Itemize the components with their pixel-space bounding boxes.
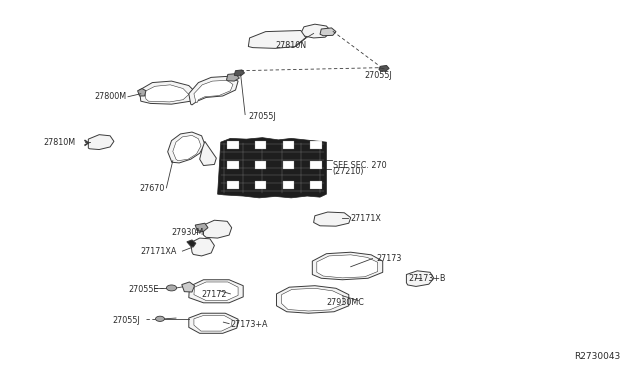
Polygon shape	[255, 181, 266, 189]
Polygon shape	[194, 282, 238, 301]
Polygon shape	[255, 141, 266, 149]
Polygon shape	[194, 315, 232, 331]
Polygon shape	[195, 223, 208, 231]
Polygon shape	[255, 161, 266, 169]
Polygon shape	[301, 24, 332, 38]
Polygon shape	[140, 81, 197, 104]
Circle shape	[156, 316, 164, 321]
Text: 27670: 27670	[140, 185, 165, 193]
Polygon shape	[173, 135, 201, 161]
Polygon shape	[187, 240, 196, 247]
Text: 27930MC: 27930MC	[326, 298, 364, 307]
Text: (27210): (27210)	[333, 167, 364, 176]
Polygon shape	[283, 161, 294, 169]
Polygon shape	[227, 74, 239, 81]
Polygon shape	[320, 28, 336, 36]
Text: 27173+B: 27173+B	[408, 274, 446, 283]
Polygon shape	[234, 70, 244, 76]
Polygon shape	[276, 286, 349, 313]
Polygon shape	[138, 89, 146, 96]
Polygon shape	[227, 161, 239, 169]
Text: 27930M: 27930M	[172, 228, 204, 237]
Polygon shape	[310, 161, 322, 169]
Text: 27173+A: 27173+A	[230, 320, 268, 329]
Polygon shape	[379, 65, 389, 71]
Text: 27172: 27172	[202, 290, 227, 299]
Text: 27810M: 27810M	[44, 138, 76, 147]
Text: 27173: 27173	[376, 254, 402, 263]
Text: 27171XA: 27171XA	[141, 247, 177, 256]
Text: R2730043: R2730043	[575, 352, 621, 361]
Polygon shape	[282, 288, 343, 311]
Polygon shape	[314, 212, 351, 226]
Polygon shape	[248, 31, 306, 48]
Polygon shape	[310, 181, 322, 189]
Text: 27055E: 27055E	[128, 285, 159, 294]
Polygon shape	[194, 80, 233, 103]
Polygon shape	[88, 135, 114, 150]
Polygon shape	[310, 141, 322, 149]
Polygon shape	[145, 85, 189, 102]
Polygon shape	[317, 255, 378, 278]
Text: 27800M: 27800M	[95, 92, 127, 101]
Text: 27810N: 27810N	[275, 41, 307, 50]
Text: 27055J: 27055J	[365, 71, 392, 80]
Polygon shape	[191, 238, 214, 256]
Polygon shape	[168, 132, 205, 163]
Polygon shape	[406, 271, 434, 286]
Polygon shape	[204, 220, 232, 238]
Polygon shape	[200, 141, 216, 166]
Text: 27055J: 27055J	[112, 316, 140, 325]
Polygon shape	[227, 181, 239, 189]
Circle shape	[166, 285, 177, 291]
Text: SEE SEC. 270: SEE SEC. 270	[333, 161, 387, 170]
Polygon shape	[189, 313, 238, 333]
Polygon shape	[227, 141, 239, 149]
Text: 27055J: 27055J	[248, 112, 276, 121]
Polygon shape	[189, 280, 243, 303]
Polygon shape	[312, 252, 383, 280]
Text: 27171X: 27171X	[351, 214, 381, 223]
Polygon shape	[218, 138, 326, 198]
Polygon shape	[283, 181, 294, 189]
Polygon shape	[283, 141, 294, 149]
Polygon shape	[182, 282, 195, 292]
Polygon shape	[189, 76, 238, 105]
